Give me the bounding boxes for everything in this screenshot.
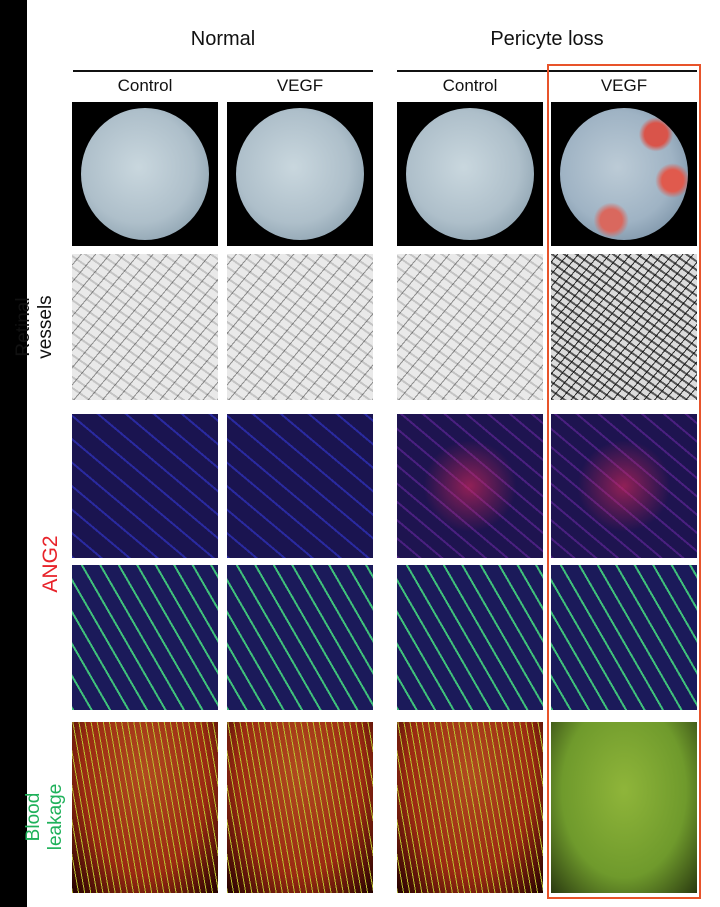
- ang2-stain-image: [551, 414, 697, 558]
- blood-leakage-image: [227, 722, 373, 893]
- column-label: VEGF: [276, 76, 324, 95]
- vessel-merge-image: [551, 565, 697, 710]
- highlight-box: [547, 64, 701, 899]
- row-label-line: Retinal: [13, 297, 34, 357]
- blood-leakage-image: [551, 722, 697, 893]
- vessel-merge-image: [397, 565, 543, 710]
- fundus-image: [227, 102, 373, 246]
- row-label-ang2: ANG2: [39, 535, 62, 593]
- retinal-vessels-image: [227, 254, 373, 400]
- fundus-image: [397, 102, 543, 246]
- retinal-vessels-image: [72, 254, 218, 400]
- row-label-line: vessels: [35, 295, 56, 359]
- group-line-normal: [73, 70, 373, 72]
- row-label-retinal-vessels: Retinal vessels: [13, 267, 57, 387]
- ang2-stain-image: [72, 414, 218, 558]
- retinal-vessels-image: [397, 254, 543, 400]
- row-label-line: leakage: [45, 783, 66, 851]
- blood-leakage-image: [397, 722, 543, 893]
- fundus-image: [551, 102, 697, 246]
- group-label-pericyte-loss: Pericyte loss: [490, 28, 604, 50]
- vessel-merge-image: [72, 565, 218, 710]
- left-black-bar: [0, 0, 27, 907]
- blood-leakage-image: [72, 722, 218, 893]
- fundus-image: [72, 102, 218, 246]
- vessel-merge-image: [227, 565, 373, 710]
- column-label: VEGF: [600, 76, 648, 95]
- ang2-stain-image: [397, 414, 543, 558]
- column-label: Control: [442, 76, 498, 95]
- ang2-stain-image: [227, 414, 373, 558]
- group-label-normal: Normal: [190, 28, 256, 50]
- column-label: Control: [117, 76, 173, 95]
- row-label-line: Blood: [23, 792, 44, 842]
- retinal-vessels-image: [551, 254, 697, 400]
- row-label-blood-leakage: Blood leakage: [23, 767, 67, 867]
